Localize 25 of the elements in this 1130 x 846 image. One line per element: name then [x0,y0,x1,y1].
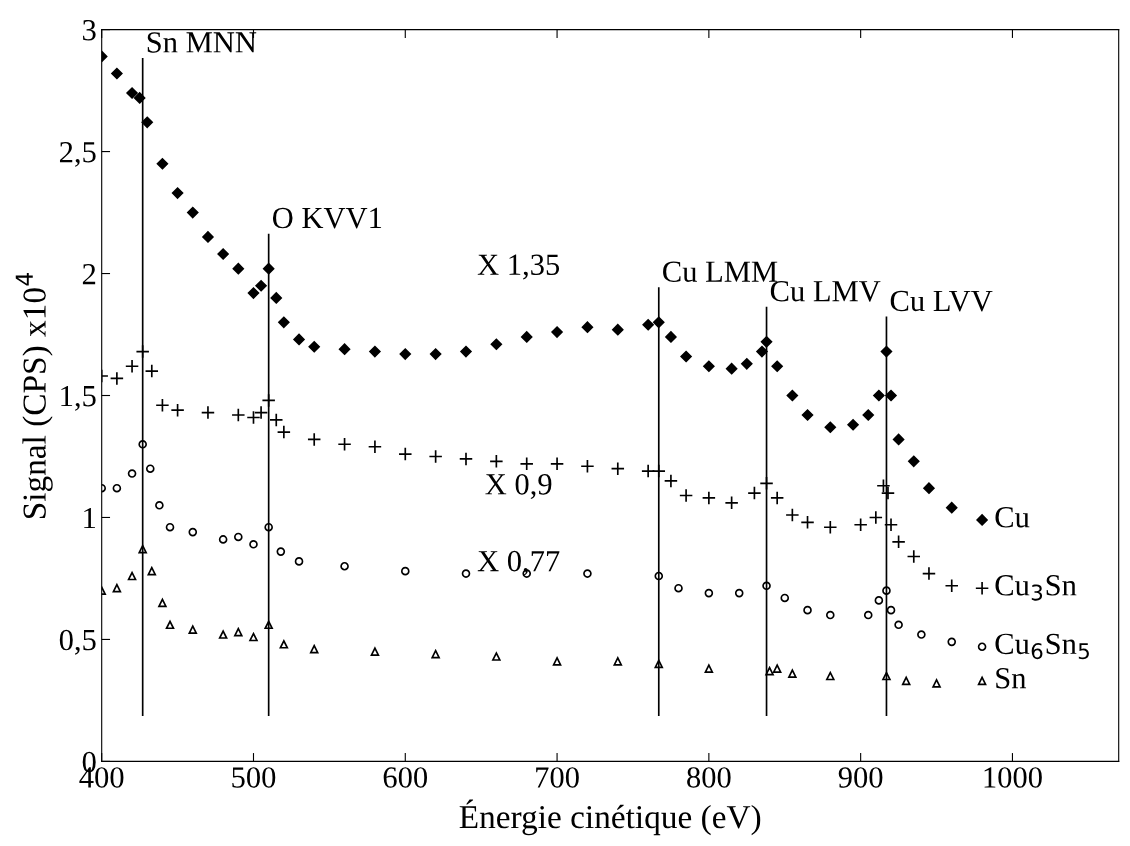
x-tick-label: 800 [687,767,731,788]
ref-line-label: Cu LVV [890,290,993,312]
annotation: X 1,35 [477,254,560,280]
x-tick-label: 500 [232,767,276,788]
x-tick-label: 1000 [984,767,1042,788]
annotation: X 0,77 [477,550,560,576]
ref-line-label: Sn MNN [147,32,257,53]
x-tick-label: 900 [838,767,883,788]
y-tick-label: 1 [84,507,96,529]
y-tick-label: 3 [83,19,96,41]
y-tick-label: 2 [82,263,96,285]
series-label: Sn [996,668,1027,689]
y-tick-label: 2,5 [59,141,96,167]
series-label: Cu$_{3}$Sn [995,575,1077,601]
annotation: X 0,9 [485,474,552,500]
y-tick-label: 1,5 [61,385,96,411]
x-tick-label: 700 [536,767,579,788]
x-tick-label: 600 [383,767,428,788]
ref-line-label: Cu LMM [663,261,778,282]
series-label: Cu [995,507,1030,528]
series-label: Cu$_{6}$Sn$_{5}$ [995,633,1089,660]
y-axis-title: Signal (CPS) x10$^{4}$ [15,273,53,519]
x-axis-title: Énergie cinétique (eV) [459,799,761,836]
ref-line-label: O KVV1 [272,207,382,229]
y-tick-label: 0,5 [59,629,96,655]
